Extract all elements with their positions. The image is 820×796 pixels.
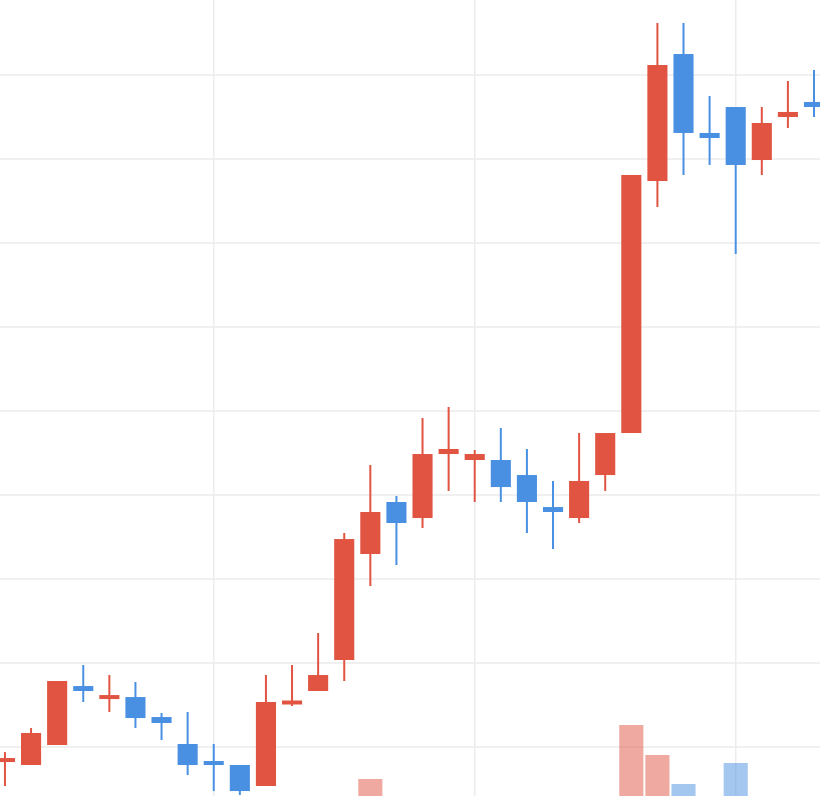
candle-body [386,501,407,523]
candle-body [412,454,433,519]
candle-body [308,675,329,691]
candle-body [464,454,485,460]
candle-body [334,539,355,661]
candle-body [803,101,820,108]
candle-body [595,433,616,476]
volume-bar [619,725,644,796]
candle-body [699,132,720,139]
volume-bar [645,755,670,796]
candle-body [647,65,668,182]
candle-body [125,697,146,719]
candle-body [751,122,772,161]
candle-body [569,480,590,519]
candle-body [621,174,642,434]
candle-body [281,700,303,705]
candle-body [151,717,172,724]
candle-body [438,448,459,455]
candle-body [177,744,198,766]
candle-body [673,54,694,133]
candle-body [73,686,94,691]
candle-body [516,475,537,502]
volume-bar [671,784,696,796]
candle-body [47,681,68,746]
candle-body [255,702,276,787]
candle-body [99,695,120,700]
candle-body [360,511,381,554]
candle-body [229,765,250,792]
candle-body [777,111,798,118]
volume-bar [358,779,383,796]
candle-body [0,758,16,763]
candle-body [542,507,564,512]
candle-body [490,459,511,488]
candle-body [21,732,42,766]
volume-bar [723,763,748,796]
candle-body [725,107,746,165]
candle-body [203,761,224,766]
